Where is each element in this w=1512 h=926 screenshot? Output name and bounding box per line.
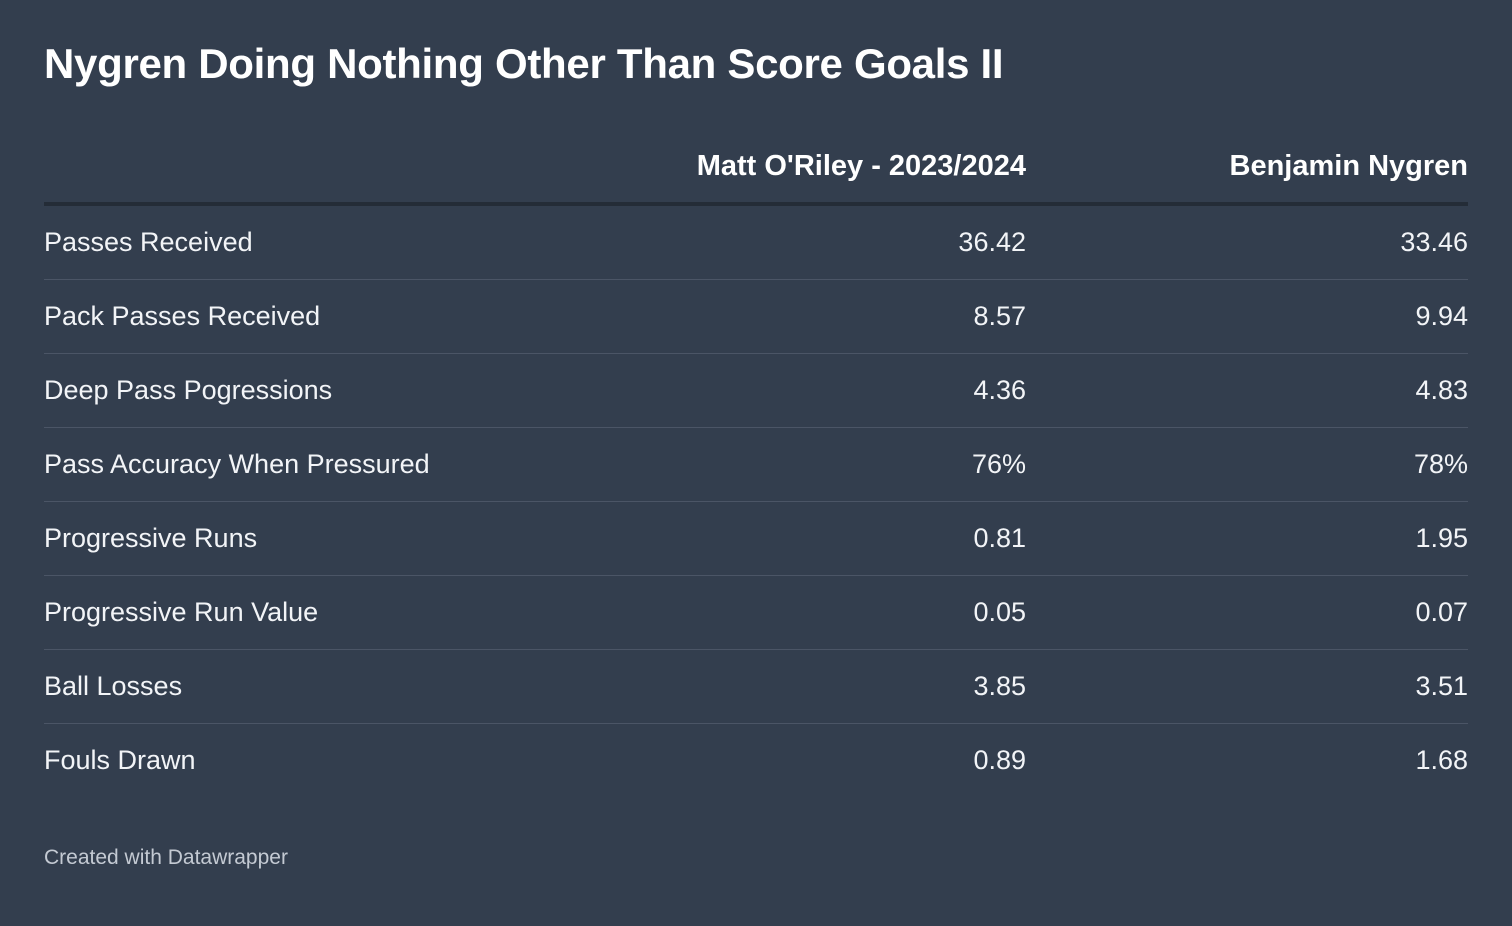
- column-header-label: [44, 130, 684, 206]
- table-row: Pass Accuracy When Pressured 76% 78%: [44, 427, 1468, 502]
- cell-matt-oriley: 0.05: [684, 575, 1026, 650]
- row-label: Pass Accuracy When Pressured: [44, 427, 684, 502]
- row-label: Progressive Runs: [44, 501, 684, 576]
- column-header-benjamin-nygren: Benjamin Nygren: [1026, 130, 1468, 206]
- column-header-matt-oriley: Matt O'Riley - 2023/2024: [684, 130, 1026, 206]
- table-row: Passes Received 36.42 33.46: [44, 204, 1468, 280]
- cell-benjamin-nygren: 1.68: [1415, 745, 1468, 775]
- cell-benjamin-nygren: 0.07: [1026, 575, 1468, 650]
- cell-benjamin-nygren: 1.95: [1026, 501, 1468, 576]
- cell-matt-oriley: 3.85: [684, 649, 1026, 724]
- table-header-row: Matt O'Riley - 2023/2024 Benjamin Nygren: [44, 130, 1468, 206]
- table-row: Progressive Run Value 0.05 0.07: [44, 575, 1468, 650]
- row-label: Pack Passes Received: [44, 279, 684, 354]
- cell-matt-oriley: 76%: [684, 427, 1026, 502]
- row-label: Ball Losses: [44, 649, 684, 724]
- table-row: Progressive Runs 0.81 1.95: [44, 501, 1468, 576]
- table-row: Ball Losses 3.85 3.51: [44, 649, 1468, 724]
- cell-benjamin-nygren: 3.51: [1026, 649, 1468, 724]
- credit-link[interactable]: Created with Datawrapper: [44, 846, 288, 869]
- cell-matt-oriley: 36.42: [684, 204, 1026, 280]
- cell-benjamin-nygren: 78%: [1026, 427, 1468, 502]
- cell-matt-oriley: 4.36: [684, 353, 1026, 428]
- row-label: Fouls Drawn: [44, 745, 196, 775]
- cell-benjamin-nygren: 9.94: [1026, 279, 1468, 354]
- stats-table: Matt O'Riley - 2023/2024 Benjamin Nygren…: [44, 130, 1468, 797]
- table-body: Passes Received 36.42 33.46 Pack Passes Rec…: [44, 204, 1468, 797]
- table-row: Fouls Drawn 0.89 1.68: [44, 724, 1468, 798]
- table-row: Deep Pass Pogressions 4.36 4.83: [44, 353, 1468, 428]
- table-row: Pack Passes Received 8.57 9.94: [44, 279, 1468, 354]
- row-label: Deep Pass Pogressions: [44, 353, 684, 428]
- cell-benjamin-nygren: 33.46: [1026, 204, 1468, 280]
- cell-matt-oriley: 0.89: [973, 745, 1026, 775]
- cell-benjamin-nygren: 4.83: [1026, 353, 1468, 428]
- cell-matt-oriley: 8.57: [684, 279, 1026, 354]
- chart-title: Nygren Doing Nothing Other Than Score Go…: [44, 40, 1004, 87]
- row-label: Progressive Run Value: [44, 575, 684, 650]
- cell-matt-oriley: 0.81: [684, 501, 1026, 576]
- row-label: Passes Received: [44, 204, 684, 280]
